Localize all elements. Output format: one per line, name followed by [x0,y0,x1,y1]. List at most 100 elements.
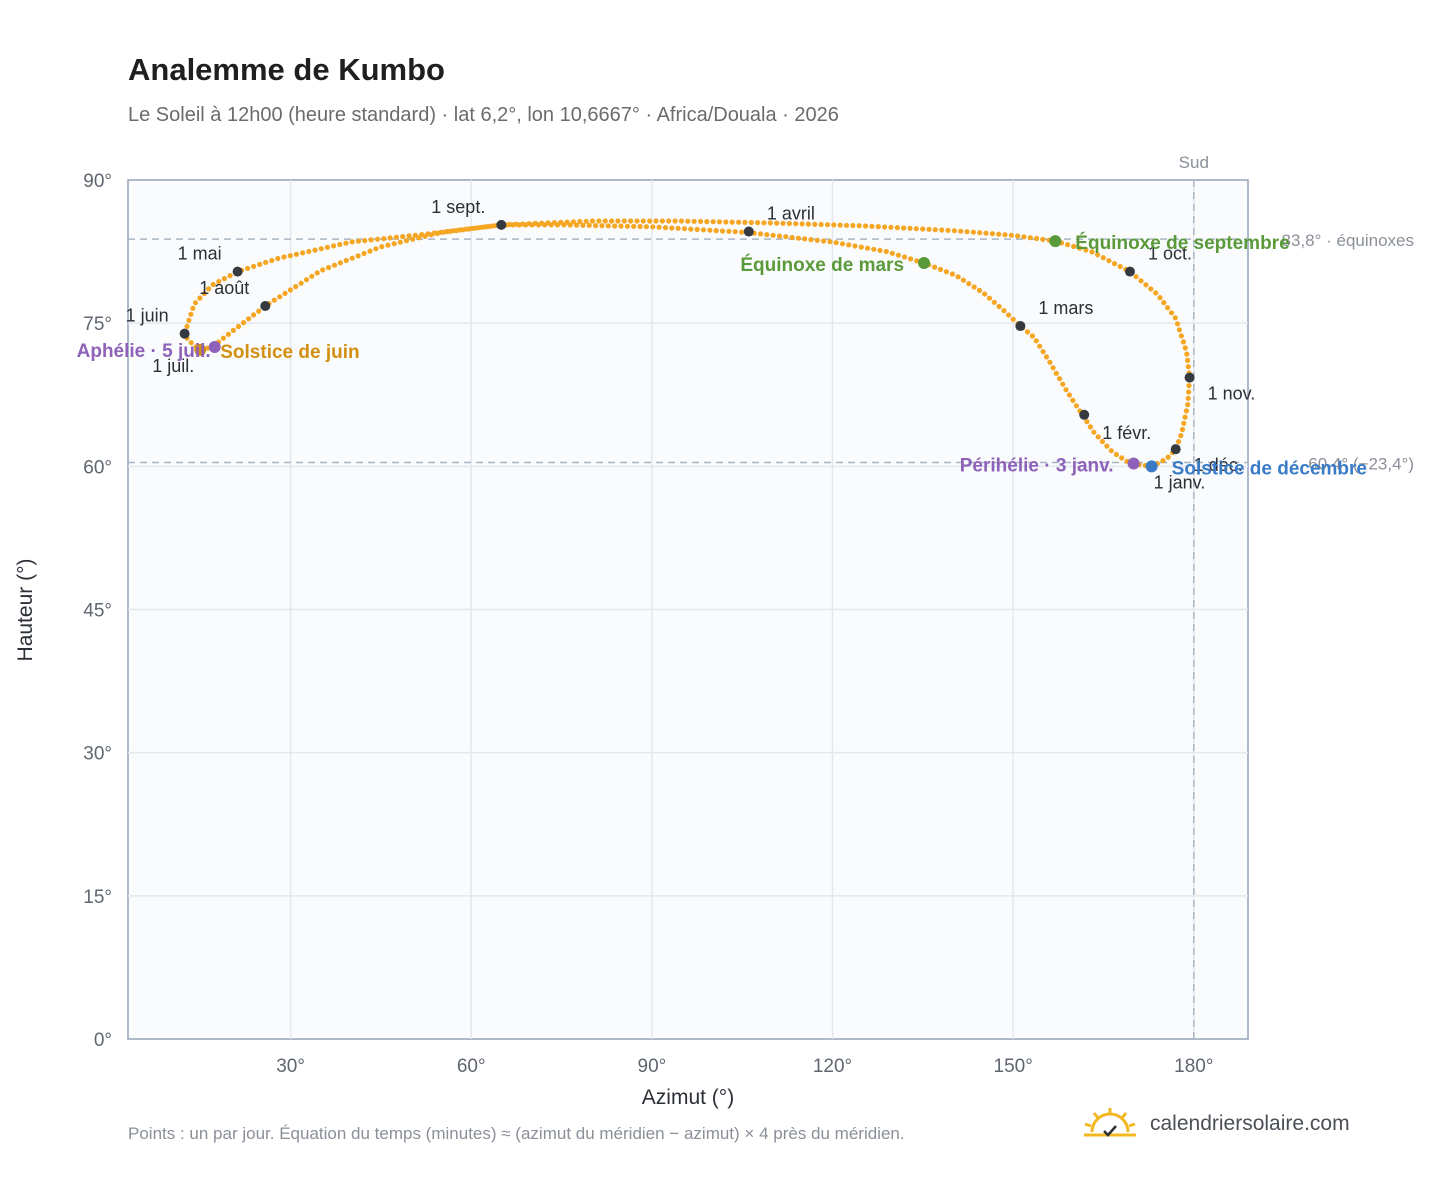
daily-point [871,246,877,252]
daily-point [1143,282,1149,288]
daily-point [732,229,738,235]
month-marker [179,328,190,339]
daily-point [882,224,888,230]
daily-point [397,239,403,245]
month-marker [1124,266,1135,277]
daily-point [1157,295,1163,301]
daily-point [1183,408,1189,414]
daily-point [937,266,944,272]
daily-point [869,223,875,229]
daily-point [1185,357,1191,363]
daily-point [729,219,735,225]
daily-point [1021,234,1027,240]
daily-point [932,264,938,270]
x-axis-label: Azimut (°) [642,1086,734,1109]
daily-point [1083,247,1089,253]
daily-point [920,226,926,232]
daily-point [374,236,381,242]
daily-point [1186,389,1192,395]
daily-point [883,248,889,255]
daily-point [1182,414,1188,420]
daily-point [400,234,406,240]
daily-point [843,222,850,228]
daily-point [691,218,697,224]
daily-point [275,255,281,262]
daily-point [618,223,624,229]
daily-point [1180,339,1186,345]
daily-point [609,218,615,224]
daily-point [1153,290,1159,296]
daily-point [551,220,558,226]
daily-point [312,247,318,253]
daily-point [184,323,190,329]
daily-point [419,231,425,238]
daily-point [1178,333,1184,339]
daily-point [387,235,393,241]
daily-point [814,237,820,243]
daily-point [757,231,764,237]
daily-point [901,225,907,231]
daily-point [739,229,745,235]
daily-point [1174,321,1181,327]
daily-point [1106,258,1112,264]
daily-point [839,241,846,247]
daily-point [1008,232,1015,238]
daily-point [1104,443,1110,449]
daily-point [700,227,707,233]
daily-point [688,226,694,232]
daily-point [1168,310,1175,316]
y-tick-label: 75° [83,314,112,335]
daily-point [846,242,852,248]
daily-point [1111,261,1118,267]
daily-point [314,270,320,276]
month-marker-label: 1 sept. [431,197,485,217]
daily-point [1077,245,1083,251]
daily-point [1087,424,1093,430]
daily-point [945,227,951,233]
daily-point [221,276,227,282]
daily-point [190,305,196,311]
daily-point [574,222,580,228]
daily-point [320,267,326,273]
daily-point [188,311,194,317]
daily-point [368,237,374,243]
month-marker [1170,444,1181,455]
daily-point [710,219,716,225]
daily-point [726,228,732,234]
x-tick-label: 120° [813,1056,852,1077]
daily-point [355,253,361,259]
daily-point [188,340,194,346]
daily-point [669,225,675,231]
month-marker-label: 1 avril [767,204,815,224]
daily-point [210,281,216,288]
daily-point [520,221,526,227]
daily-point [755,220,761,226]
daily-point [764,232,770,238]
daily-point [300,250,306,256]
daily-point [939,227,945,233]
daily-point [1084,419,1090,425]
daily-point [697,218,704,224]
daily-point [605,223,611,229]
daily-point [558,219,564,225]
daily-point [650,224,656,230]
daily-point [821,238,827,244]
daily-point [1091,429,1097,435]
daily-point [1113,451,1119,458]
daily-point [513,221,519,227]
daily-point [526,221,532,227]
month-marker [1184,372,1195,383]
daily-point [889,250,896,256]
daily-point [1043,354,1050,360]
meridian-label: Sud [1179,153,1209,172]
daily-point [621,218,627,224]
daily-point [913,226,919,232]
daily-point [770,232,776,238]
analemma-curve [182,218,1193,469]
brand-name[interactable]: calendriersolaire.com [1150,1112,1350,1135]
daily-point [583,218,589,224]
daily-point [343,257,349,264]
brand[interactable]: calendriersolaire.com [1082,1106,1350,1142]
chart-title: Analemme de Kumbo [128,52,445,87]
daily-point [564,219,570,225]
